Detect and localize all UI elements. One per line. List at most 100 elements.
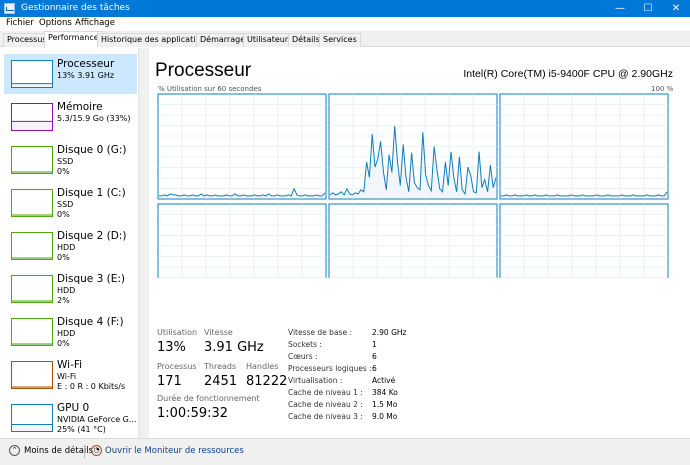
- core-graph-frame: [157, 203, 327, 278]
- core-graphs-svg: [157, 93, 669, 278]
- thumbnail-graph: [12, 424, 52, 431]
- core-usage-area: [501, 191, 667, 198]
- cpu-model: Intel(R) Core(TM) i5-9400F CPU @ 2.90GHz: [463, 68, 673, 80]
- disque-0-thumbnail: [11, 146, 53, 174]
- disque-4-thumbnail: [11, 318, 53, 346]
- sidebar-item-name: Disque 1 (C:): [57, 187, 126, 199]
- tab-performance[interactable]: Performance: [44, 31, 103, 48]
- detail-key: Sockets :: [288, 340, 322, 349]
- detail-key: Cache de niveau 2 :: [288, 400, 363, 409]
- menu-fichier[interactable]: Fichier: [6, 18, 34, 28]
- sidebar-item-gpu-0[interactable]: GPU 0 NVIDIA GeForce G... 25% (41 °C): [4, 398, 137, 438]
- detail-key: Processeurs logiques :: [288, 364, 372, 373]
- sidebar-item-value: 0%: [57, 210, 70, 219]
- tab-services[interactable]: Services: [319, 33, 361, 47]
- sidebar-item-detail: HDD: [57, 286, 76, 295]
- sidebar-item-name: Mémoire: [57, 101, 103, 113]
- sidebar-item-memoire[interactable]: Mémoire 5.3/15.9 Go (33%): [4, 97, 137, 137]
- less-details-link[interactable]: Moins de détails: [24, 446, 94, 456]
- sidebar-item-name: Disque 3 (E:): [57, 273, 125, 285]
- thumbnail-graph: [12, 214, 52, 216]
- detail-key: Cache de niveau 3 :: [288, 412, 363, 421]
- utilisation-label: Utilisation: [157, 328, 198, 337]
- sidebar-item-disque-1[interactable]: Disque 1 (C:) SSD 0%: [4, 183, 137, 223]
- core-graph-frame: [328, 203, 498, 278]
- title-bar: Gestionnaire des tâches — ☐ ✕: [0, 0, 690, 17]
- thumbnail-graph: [12, 343, 52, 345]
- core-usage-area: [159, 188, 325, 198]
- resource-monitor-link[interactable]: Ouvrir le Moniteur de ressources: [105, 446, 244, 456]
- thumbnail-fill: [12, 83, 52, 87]
- sidebar-item-value: E : 0 R : 0 Kbits/s: [57, 382, 126, 391]
- tab-demarrage[interactable]: Démarrage: [196, 33, 250, 47]
- vitesse-label: Vitesse: [204, 328, 233, 337]
- processus-label: Processus: [157, 362, 197, 371]
- sidebar-scrollbar[interactable]: [139, 48, 149, 438]
- detail-key: Vitesse de base :: [288, 328, 352, 337]
- core-usage-line: [501, 191, 668, 197]
- disque-2-thumbnail: [11, 232, 53, 260]
- graph-label: % Utilisation sur 60 secondes: [158, 85, 262, 93]
- sidebar-item-detail: SSD: [57, 157, 74, 166]
- vitesse-value: 3.91 GHz: [204, 340, 264, 355]
- thumbnail-graph: [12, 300, 52, 302]
- sidebar-item-value: 0%: [57, 253, 70, 262]
- sidebar-item-disque-4[interactable]: Disque 4 (F:) HDD 0%: [4, 312, 137, 352]
- resource-monitor-icon: ◔: [91, 445, 102, 456]
- detail-value: Activé: [372, 376, 396, 385]
- sidebar-item-value: 0%: [57, 167, 70, 176]
- sidebar-item-disque-2[interactable]: Disque 2 (D:) HDD 0%: [4, 226, 137, 266]
- performance-panel: Processeur Intel(R) Core(TM) i5-9400F CP…: [149, 48, 690, 438]
- core-usage-area: [330, 125, 496, 198]
- sidebar-item-name: Wi-Fi: [57, 359, 83, 371]
- sidebar-item-detail: 13% 3.91 GHz: [57, 71, 115, 80]
- minimize-button[interactable]: —: [615, 3, 625, 14]
- close-button[interactable]: ✕: [671, 3, 681, 14]
- thumbnail-graph: [12, 120, 52, 130]
- sidebar-item-value: 2%: [57, 296, 70, 305]
- thumbnail-graph: [12, 83, 52, 87]
- processeur-thumbnail: [11, 60, 53, 88]
- menu-affichage[interactable]: Affichage: [75, 18, 115, 28]
- uptime-label: Durée de fonctionnement: [157, 394, 260, 403]
- memoire-thumbnail: [11, 103, 53, 131]
- resource-sidebar: Processeur 13% 3.91 GHz Mémoire 5.3/15.9…: [0, 48, 139, 438]
- footer-separator: [84, 445, 85, 458]
- gpu-0-thumbnail: [11, 404, 53, 432]
- threads-value: 2451: [204, 374, 238, 389]
- thumbnail-graph: [12, 386, 52, 388]
- sidebar-item-detail: HDD: [57, 329, 76, 338]
- detail-key: Virtualisation :: [288, 376, 343, 385]
- disque-3-thumbnail: [11, 275, 53, 303]
- threads-label: Threads: [204, 362, 237, 371]
- detail-value: 1: [372, 340, 377, 349]
- core-usage-line: [329, 125, 497, 196]
- maximize-button[interactable]: ☐: [643, 3, 653, 14]
- wifi-thumbnail: [11, 361, 53, 389]
- utilisation-value: 13%: [157, 340, 186, 355]
- menu-options[interactable]: Options: [39, 18, 72, 28]
- detail-value: 384 Ko: [372, 388, 398, 397]
- detail-value: 9.0 Mo: [372, 412, 398, 421]
- thumbnail-graph: [12, 257, 52, 259]
- core-usage-line: [159, 187, 326, 197]
- tab-bar: Processus Performance Historique des app…: [0, 31, 690, 48]
- footer-bar: ⌃ Moins de détails ◔ Ouvrir le Moniteur …: [0, 438, 690, 465]
- sidebar-item-processeur[interactable]: Processeur 13% 3.91 GHz: [4, 54, 137, 94]
- menu-bar: Fichier Options Affichage: [0, 17, 690, 31]
- sidebar-item-disque-0[interactable]: Disque 0 (G:) SSD 0%: [4, 140, 137, 180]
- detail-value: 1.5 Mo: [372, 400, 398, 409]
- page-title: Processeur: [155, 60, 252, 81]
- sidebar-item-disque-3[interactable]: Disque 3 (E:) HDD 2%: [4, 269, 137, 309]
- handles-value: 81222: [246, 374, 288, 389]
- uptime-value: 1:00:59:32: [157, 406, 229, 421]
- sidebar-item-detail: Wi-Fi: [57, 372, 77, 381]
- sidebar-item-wifi[interactable]: Wi-Fi Wi-Fi E : 0 R : 0 Kbits/s: [4, 355, 137, 395]
- chevron-up-icon[interactable]: ⌃: [9, 445, 20, 456]
- window-title: Gestionnaire des tâches: [21, 3, 130, 13]
- thumbnail-graph: [12, 171, 52, 173]
- sidebar-item-detail: SSD: [57, 200, 74, 209]
- processus-value: 171: [157, 374, 182, 389]
- detail-value: 2.90 GHz: [372, 328, 407, 337]
- sidebar-item-name: GPU 0: [57, 402, 90, 414]
